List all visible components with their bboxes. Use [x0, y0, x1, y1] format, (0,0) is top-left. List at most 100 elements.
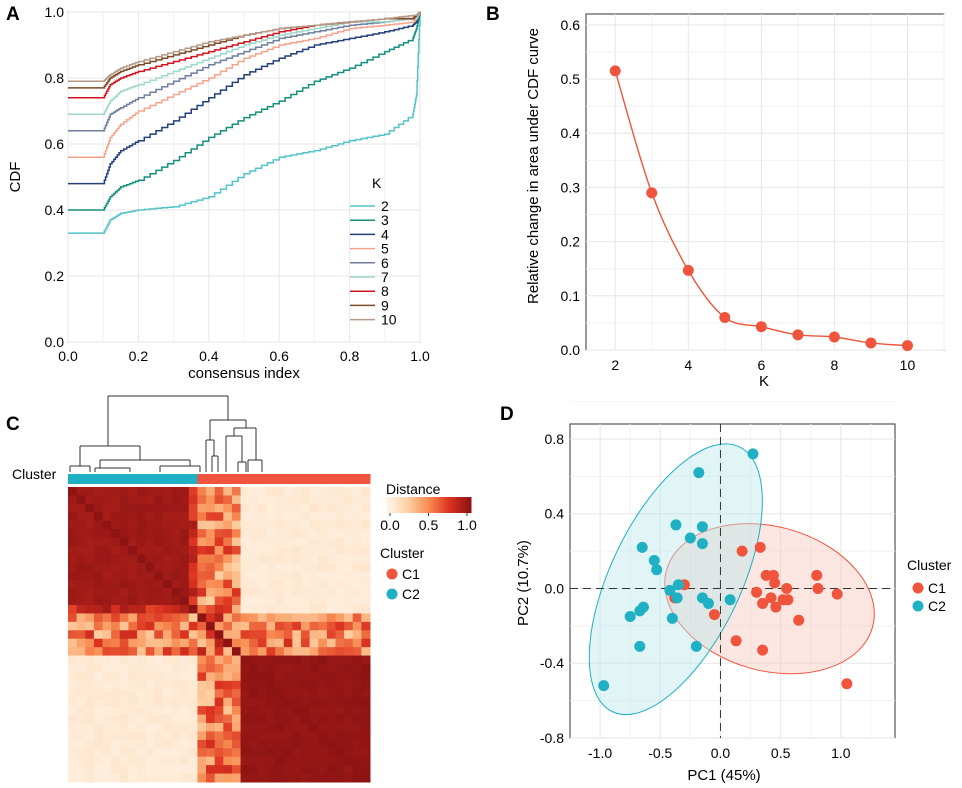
distance-gradient-step — [398, 497, 402, 513]
heatmap-cell — [300, 638, 311, 648]
heatmap-cell — [102, 503, 112, 513]
heatmap-cell — [68, 672, 78, 682]
heatmap-cell — [162, 748, 173, 758]
heatmap-cell — [300, 537, 311, 547]
heatmap-cell — [361, 596, 371, 606]
heatmap-cell — [76, 529, 86, 539]
heatmap-cell — [352, 773, 362, 783]
heatmap-cell — [249, 765, 259, 775]
heatmap-cell — [326, 714, 336, 724]
heatmap-cell — [257, 731, 267, 741]
heatmap-cell — [111, 773, 121, 783]
heatmap-cell — [102, 672, 112, 682]
heatmap-cell — [352, 546, 362, 555]
heatmap-cell — [111, 697, 121, 707]
distance-gradient-step — [411, 497, 415, 513]
heatmap-cell — [85, 647, 95, 657]
heatmap-cell — [214, 487, 224, 496]
heatmap-cell — [240, 621, 250, 631]
heatmap-cell — [318, 773, 328, 783]
heatmap-cell — [309, 520, 319, 530]
heatmap-cell — [214, 512, 224, 522]
heatmap-cell — [283, 773, 293, 783]
heatmap-cell — [283, 571, 293, 581]
heatmap-cell — [318, 613, 328, 623]
heatmap-cell — [300, 647, 311, 657]
heatmap-cell — [300, 706, 311, 716]
heatmap-cell — [85, 562, 95, 572]
heatmap-cell — [119, 613, 129, 623]
heatmap-cell — [154, 512, 164, 522]
heatmap-cell — [93, 529, 104, 539]
distance-gradient-step — [386, 497, 389, 513]
heatmap-cell — [335, 765, 345, 775]
heatmap-cell — [171, 655, 181, 665]
heatmap-cell — [145, 664, 155, 673]
heatmap-cell — [119, 554, 129, 564]
heatmap-cell — [137, 529, 147, 539]
heatmap-cell — [352, 520, 362, 530]
distance-gradient-step — [409, 497, 412, 513]
heatmap-cell — [154, 723, 164, 732]
heatmap-cell — [145, 596, 155, 606]
x-tick-label: 4 — [684, 357, 692, 373]
heatmap-cell — [93, 605, 104, 614]
heatmap-cell — [171, 554, 181, 564]
heatmap-cell — [188, 638, 198, 648]
heatmap-cell — [188, 748, 198, 758]
heatmap-cell — [154, 773, 164, 783]
heatmap-cluster-annotation-label: Cluster — [12, 466, 57, 482]
heatmap-cell — [197, 529, 207, 539]
heatmap-cell — [326, 697, 336, 707]
heatmap-cell — [180, 546, 190, 555]
heatmap-cell — [352, 672, 362, 682]
heatmap-cell — [102, 562, 112, 572]
heatmap-cell — [344, 630, 354, 640]
heatmap-cell — [292, 579, 302, 589]
heatmap-cell — [68, 503, 78, 513]
sample-point-c1 — [841, 678, 853, 690]
heatmap-cell — [180, 562, 190, 572]
heatmap-cell — [223, 672, 233, 682]
heatmap-cell — [214, 689, 224, 699]
y-tick-label: -0.4 — [540, 655, 564, 671]
cluster-annotation-cell — [275, 474, 285, 484]
heatmap-cell — [93, 765, 104, 775]
heatmap-cell — [111, 512, 121, 522]
distance-gradient-step — [407, 497, 410, 513]
heatmap-cell — [361, 554, 371, 564]
heatmap-cell — [111, 731, 121, 741]
heatmap-cell — [266, 512, 276, 522]
heatmap-cell — [266, 706, 276, 716]
heatmap-cell — [111, 562, 121, 572]
cluster-legend-marker-c2 — [386, 588, 398, 600]
heatmap-cell — [119, 765, 129, 775]
heatmap-cell — [137, 596, 147, 606]
heatmap-cell — [128, 756, 138, 766]
heatmap-cell — [292, 613, 302, 623]
heatmap-cell — [68, 487, 78, 496]
heatmap-cell — [257, 588, 267, 598]
heatmap-cell — [214, 605, 224, 614]
heatmap-cell — [361, 706, 371, 716]
heatmap-cell — [102, 529, 112, 539]
distance-legend-tick-label: 0.0 — [380, 517, 400, 533]
heatmap-cell — [206, 546, 216, 555]
heatmap-cell — [300, 773, 311, 783]
heatmap-cell — [197, 630, 207, 640]
heatmap-cell — [231, 537, 242, 547]
heatmap-cell — [171, 748, 181, 758]
heatmap-cell — [309, 613, 319, 623]
heatmap-cell — [318, 588, 328, 598]
heatmap-cell — [180, 495, 190, 505]
heatmap-cell — [154, 529, 164, 539]
heatmap-cell — [292, 630, 302, 640]
heatmap-cell — [206, 680, 216, 690]
heatmap-cell — [68, 714, 78, 724]
heatmap-cell — [344, 613, 354, 623]
heatmap-cell — [128, 596, 138, 606]
heatmap-cell — [102, 680, 112, 690]
heatmap-cell — [292, 689, 302, 699]
heatmap-cell — [180, 554, 190, 564]
heatmap-cell — [266, 621, 276, 631]
